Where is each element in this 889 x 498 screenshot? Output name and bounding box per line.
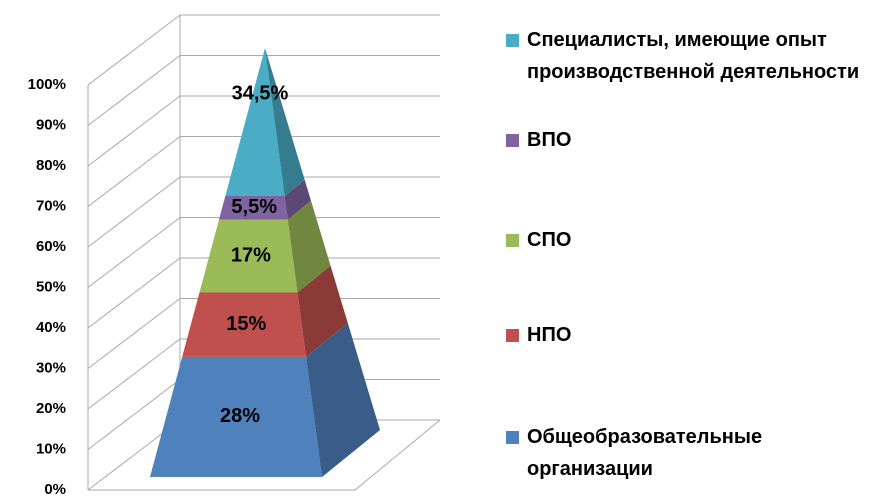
segment-side <box>306 323 380 477</box>
y-tick-label: 70% <box>36 197 66 214</box>
y-tick-label: 10% <box>36 440 66 457</box>
y-tick-label: 90% <box>36 116 66 133</box>
legend-item: СПО <box>506 224 886 256</box>
legend-swatch <box>506 431 519 444</box>
segment-side <box>284 179 311 220</box>
value-label: 28% <box>220 405 260 427</box>
y-tick-label: 60% <box>36 238 66 255</box>
segment-side <box>287 200 331 293</box>
floor-edge <box>88 419 441 491</box>
legend-swatch <box>506 329 519 342</box>
grid-line <box>87 338 440 410</box>
grid-line <box>87 55 440 126</box>
segment-front <box>219 196 288 220</box>
legend-label: СПО <box>527 229 572 251</box>
legend-item: Специалисты, имеющие опыт производственн… <box>506 24 886 88</box>
segment-side <box>265 48 305 197</box>
grid-line <box>87 217 440 288</box>
y-tick-label: 80% <box>36 157 66 174</box>
legend-swatch <box>506 234 519 247</box>
legend-label: ВПО <box>527 129 572 151</box>
legend-item: ВПО <box>506 124 886 156</box>
value-label: 17% <box>231 244 271 266</box>
segment-front <box>150 356 322 477</box>
segment-side <box>297 265 348 357</box>
grid-line <box>87 176 440 248</box>
segment-front <box>199 219 298 293</box>
legend-item: Общеобразовательные организации <box>506 421 886 485</box>
grid-line <box>87 257 440 329</box>
y-tick-label: 0% <box>44 481 66 498</box>
segment-front <box>182 292 307 357</box>
y-tick-label: 40% <box>36 319 66 336</box>
segment-front <box>225 48 285 197</box>
legend-swatch <box>506 34 519 47</box>
legend-label: Общеобразовательные организации <box>527 426 763 480</box>
legend-item: НПО <box>506 319 886 351</box>
legend-swatch <box>506 134 519 147</box>
legend-label: НПО <box>527 324 572 346</box>
y-tick-label: 20% <box>36 400 66 417</box>
y-tick-label: 30% <box>36 359 66 376</box>
value-label: 5,5% <box>231 196 277 218</box>
y-tick-label: 100% <box>28 76 66 93</box>
y-tick-label: 50% <box>36 278 66 295</box>
value-label: 15% <box>226 313 266 335</box>
grid-line <box>87 298 440 369</box>
grid-line <box>87 136 440 207</box>
grid-line <box>87 95 440 167</box>
grid-line <box>87 14 440 86</box>
legend-label: Специалисты, имеющие опыт производственн… <box>527 29 860 83</box>
value-label: 34,5% <box>232 82 289 104</box>
